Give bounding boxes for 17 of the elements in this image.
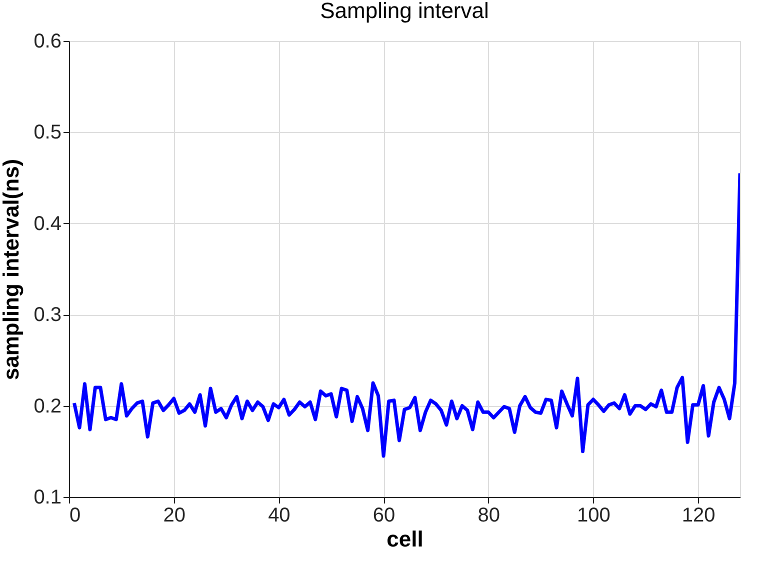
y-tick-label: 0.5 [34, 122, 62, 144]
x-tick-label: 120 [682, 504, 716, 526]
x-tick-label: 20 [163, 504, 186, 526]
x-tick-label: 100 [577, 504, 610, 526]
x-axis-title: cell [386, 526, 424, 552]
x-tick-label: 60 [372, 504, 396, 526]
x-tick-label: 40 [268, 504, 290, 526]
line-series [72, 171, 740, 458]
x-tick-label: 80 [478, 504, 500, 526]
y-tick-label: 0.3 [34, 304, 62, 326]
y-tick-label: 0.2 [34, 395, 62, 418]
y-axis-title: sampling interval(ns) [0, 158, 24, 380]
y-tick-label: 0.1 [34, 486, 62, 508]
chart-title: Sampling interval [320, 0, 489, 23]
y-tick-label: 0.4 [34, 212, 62, 235]
y-tick-label: 0.6 [34, 30, 62, 52]
x-tick-label: 0 [70, 504, 81, 526]
